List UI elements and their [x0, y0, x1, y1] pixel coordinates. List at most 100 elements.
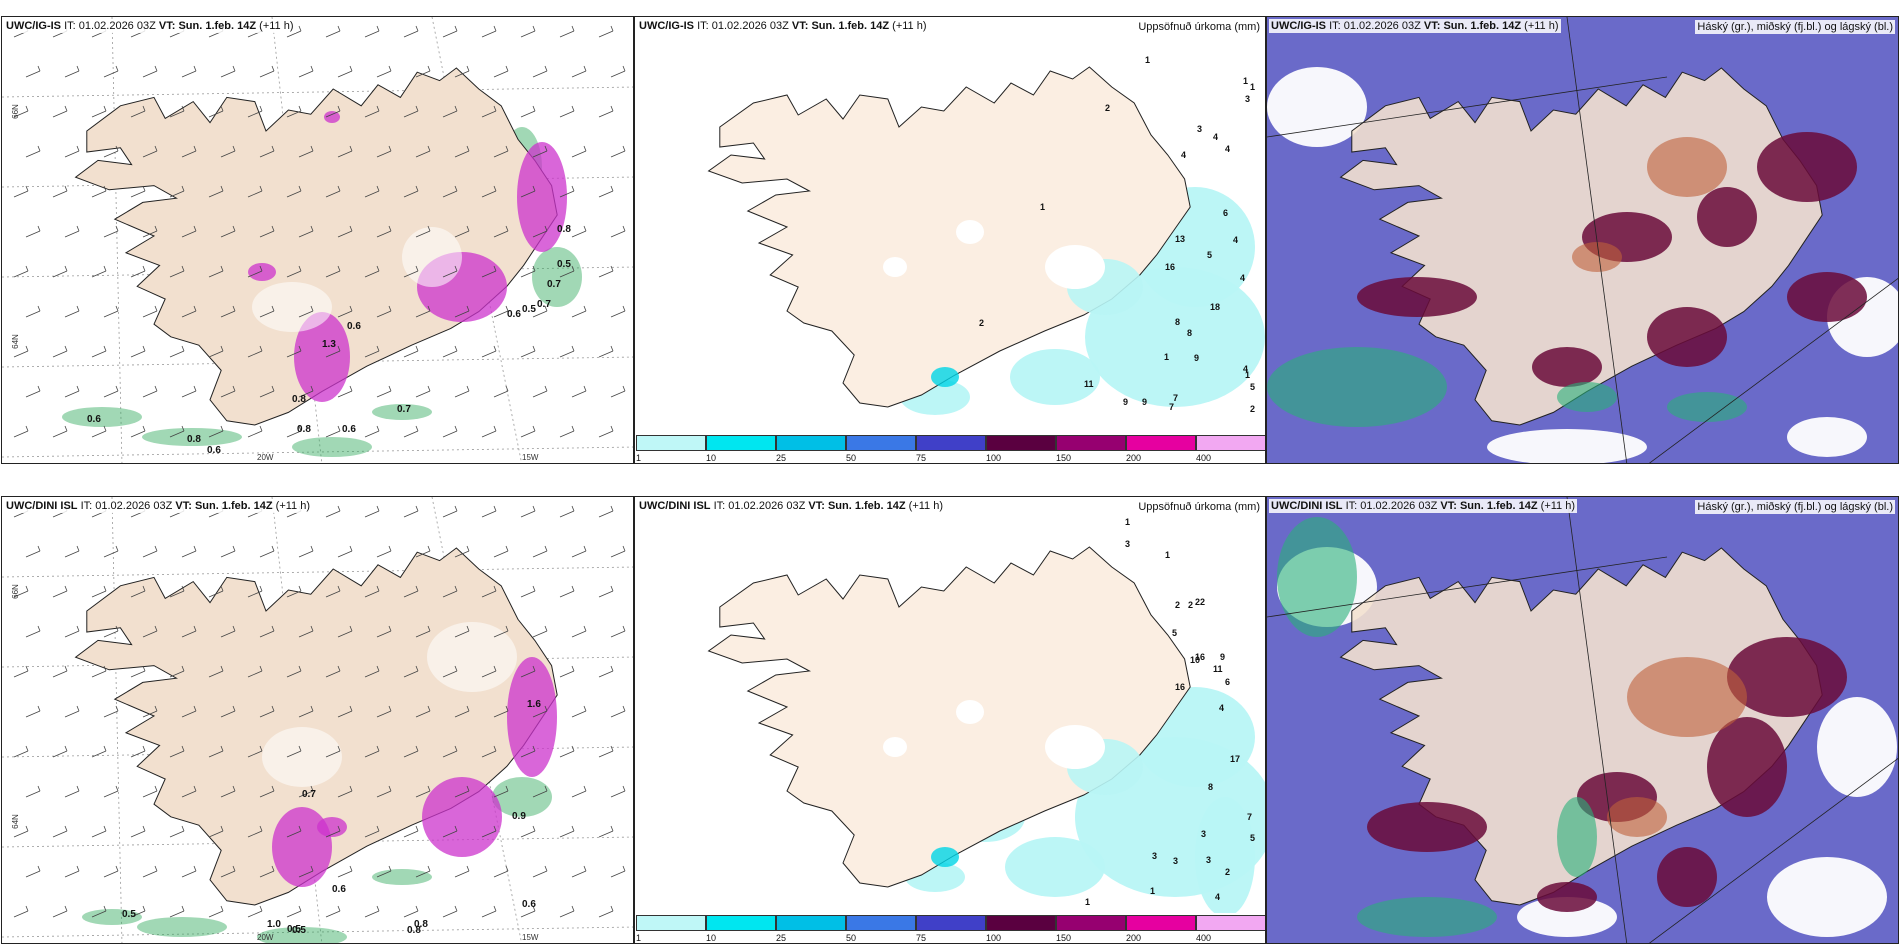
wind-barb-flag	[220, 665, 224, 672]
wind-barb	[376, 230, 392, 238]
precip-value-label: 1	[1125, 517, 1131, 527]
wind-barb-flag	[337, 105, 341, 112]
wind-barb	[286, 910, 302, 918]
wind-barb-flag	[376, 105, 380, 112]
wind-barb	[442, 270, 458, 278]
wind-barb	[598, 30, 614, 38]
wind-barb	[208, 590, 224, 598]
wind-barb-flag	[154, 705, 158, 712]
wind-barb	[442, 830, 458, 838]
wind-barb-flag	[76, 65, 80, 72]
colorbar-segment	[776, 435, 846, 451]
wind-barb-flag	[142, 825, 146, 832]
wind-barb	[364, 750, 380, 758]
wind-barb	[298, 870, 314, 878]
wind-barb-flag	[427, 785, 431, 792]
wind-barb-flag	[232, 305, 236, 312]
wind-barb-flag	[37, 145, 41, 152]
snow-area	[507, 657, 557, 777]
wind-barb-flag	[103, 425, 107, 432]
wind-barb	[142, 870, 158, 878]
hatch-area	[252, 282, 332, 332]
wind-barb-flag	[583, 145, 587, 152]
wind-barb-flag	[220, 825, 224, 832]
wind-value-label: 0.6	[207, 445, 221, 456]
wind-barb-flag	[532, 345, 536, 352]
wind-barb	[142, 390, 158, 398]
glacier	[883, 257, 907, 277]
wind-barb	[247, 430, 263, 438]
wind-barb	[247, 750, 263, 758]
colorbar-tick: 100	[986, 453, 1002, 463]
wind-barb-flag	[232, 785, 236, 792]
wind-barb-flag	[259, 345, 263, 352]
precip-value-label: 4	[1219, 703, 1225, 713]
wind-value-label: 0.7	[537, 299, 551, 310]
precip-value-label: 6	[1225, 677, 1231, 687]
wind-barb-flag	[298, 345, 302, 352]
wind-barb-flag	[505, 625, 509, 632]
wind-barb	[559, 750, 575, 758]
wind-barb	[571, 630, 587, 638]
wind-barb	[325, 510, 341, 518]
wind-value-label: 0.6	[332, 884, 346, 895]
wind-barb	[493, 870, 509, 878]
wind-barb	[559, 30, 575, 38]
hatch-area	[262, 727, 342, 787]
wind-barb	[610, 70, 626, 78]
wind-barb	[25, 870, 41, 878]
wind-barb-flag	[142, 345, 146, 352]
wind-barb	[481, 590, 497, 598]
precip-area	[1195, 797, 1255, 917]
wind-barb-flag	[298, 585, 302, 592]
wind-barb-flag	[466, 305, 470, 312]
wind-barb	[403, 670, 419, 678]
colorbar-segment	[706, 915, 776, 931]
wind-barb	[52, 430, 68, 438]
wind-barb	[247, 910, 263, 918]
wind-barb-flag	[298, 665, 302, 672]
precip-value-label: 2	[1188, 600, 1194, 610]
wind-barb	[532, 790, 548, 798]
wind-barb-flag	[583, 865, 587, 872]
wind-barb-flag	[466, 705, 470, 712]
wind-barb-flag	[259, 105, 263, 112]
wind-barb-flag	[427, 225, 431, 232]
wind-barb-flag	[571, 185, 575, 192]
wind-value-label: 0.5	[292, 925, 306, 936]
wind-value-label: 0.6	[342, 424, 356, 435]
precip-value-label: 3	[1245, 94, 1251, 104]
wind-barb-flag	[181, 105, 185, 112]
wind-barb	[91, 830, 107, 838]
wind-barb	[169, 270, 185, 278]
wind-barb	[598, 510, 614, 518]
wind-barb	[481, 750, 497, 758]
wind-barb	[403, 190, 419, 198]
wind-barb-flag	[610, 825, 614, 832]
wind-barb	[598, 430, 614, 438]
wind-barb	[52, 350, 68, 358]
wind-barb	[298, 390, 314, 398]
wind-barb	[520, 590, 536, 598]
wind-barb-flag	[376, 425, 380, 432]
wind-barb	[364, 110, 380, 118]
wind-barb	[454, 310, 470, 318]
wind-barb-flag	[571, 745, 575, 752]
wind-barb	[598, 910, 614, 918]
wind-barb-flag	[388, 625, 392, 632]
wind-streak	[62, 407, 142, 427]
wind-barb-flag	[310, 625, 314, 632]
wind-barb	[91, 750, 107, 758]
precip-value-label: 5	[1207, 250, 1213, 260]
wind-barb	[298, 150, 314, 158]
wind-barb-flag	[25, 825, 29, 832]
wind-barb-flag	[349, 385, 353, 392]
wind-barb	[169, 350, 185, 358]
wind-barb	[208, 750, 224, 758]
wind-barb	[520, 750, 536, 758]
wind-barb-flag	[220, 345, 224, 352]
wind-barb-flag	[454, 505, 458, 512]
wind-barb-flag	[37, 65, 41, 72]
wind-barb	[64, 710, 80, 718]
precip-value-label: 1	[1250, 82, 1256, 92]
